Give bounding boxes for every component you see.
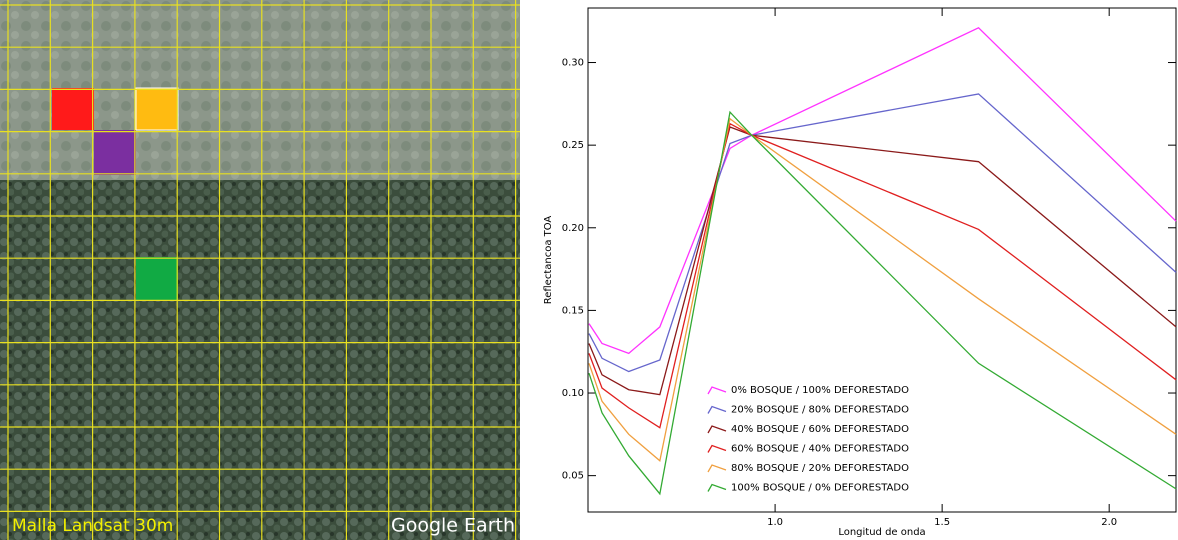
y-tick-label: 0.30 bbox=[562, 58, 584, 69]
legend-swatch bbox=[707, 444, 727, 453]
legend-swatch bbox=[707, 483, 727, 492]
legend-label: 100% BOSQUE / 0% DEFORESTADO bbox=[731, 483, 909, 494]
legend-label: 40% BOSQUE / 60% DEFORESTADO bbox=[731, 424, 909, 435]
image-caption: Malla Landsat 30m bbox=[12, 516, 173, 536]
legend-label: 60% BOSQUE / 40% DEFORESTADO bbox=[731, 444, 909, 455]
legend-swatch bbox=[707, 386, 727, 395]
y-tick-label: 0.05 bbox=[562, 471, 584, 482]
x-tick-label: 2.0 bbox=[1101, 517, 1117, 528]
legend-swatch bbox=[707, 425, 727, 434]
y-axis-label: Reflectancoa TOA bbox=[543, 216, 554, 305]
sample-cell bbox=[52, 88, 94, 130]
sample-cell bbox=[136, 257, 178, 300]
series-line bbox=[588, 122, 1177, 429]
y-tick-label: 0.15 bbox=[562, 305, 584, 316]
x-axis-label: Longitud de onda bbox=[838, 527, 925, 538]
series-line bbox=[588, 27, 1177, 355]
legend-swatch bbox=[707, 405, 727, 414]
sample-cell bbox=[94, 130, 136, 175]
legend-label: 20% BOSQUE / 80% DEFORESTADO bbox=[731, 405, 909, 416]
y-tick-label: 0.25 bbox=[562, 140, 584, 151]
sample-cell bbox=[135, 87, 179, 131]
series-line bbox=[588, 110, 1177, 496]
plot-frame bbox=[587, 7, 1177, 513]
watermark: Google Earth bbox=[391, 515, 515, 537]
x-tick-label: 1.5 bbox=[934, 517, 950, 528]
legend-swatch bbox=[707, 464, 727, 473]
legend-label: 80% BOSQUE / 20% DEFORESTADO bbox=[731, 463, 909, 474]
satellite-image: Malla Landsat 30m Google Earth bbox=[0, 0, 520, 540]
x-tick-label: 1.0 bbox=[767, 517, 783, 528]
y-tick-label: 0.10 bbox=[562, 388, 584, 399]
legend-label: 0% BOSQUE / 100% DEFORESTADO bbox=[731, 385, 909, 396]
series-line bbox=[588, 117, 1177, 462]
series-line bbox=[588, 93, 1177, 373]
series-line bbox=[588, 126, 1177, 396]
y-tick-label: 0.20 bbox=[562, 223, 584, 234]
